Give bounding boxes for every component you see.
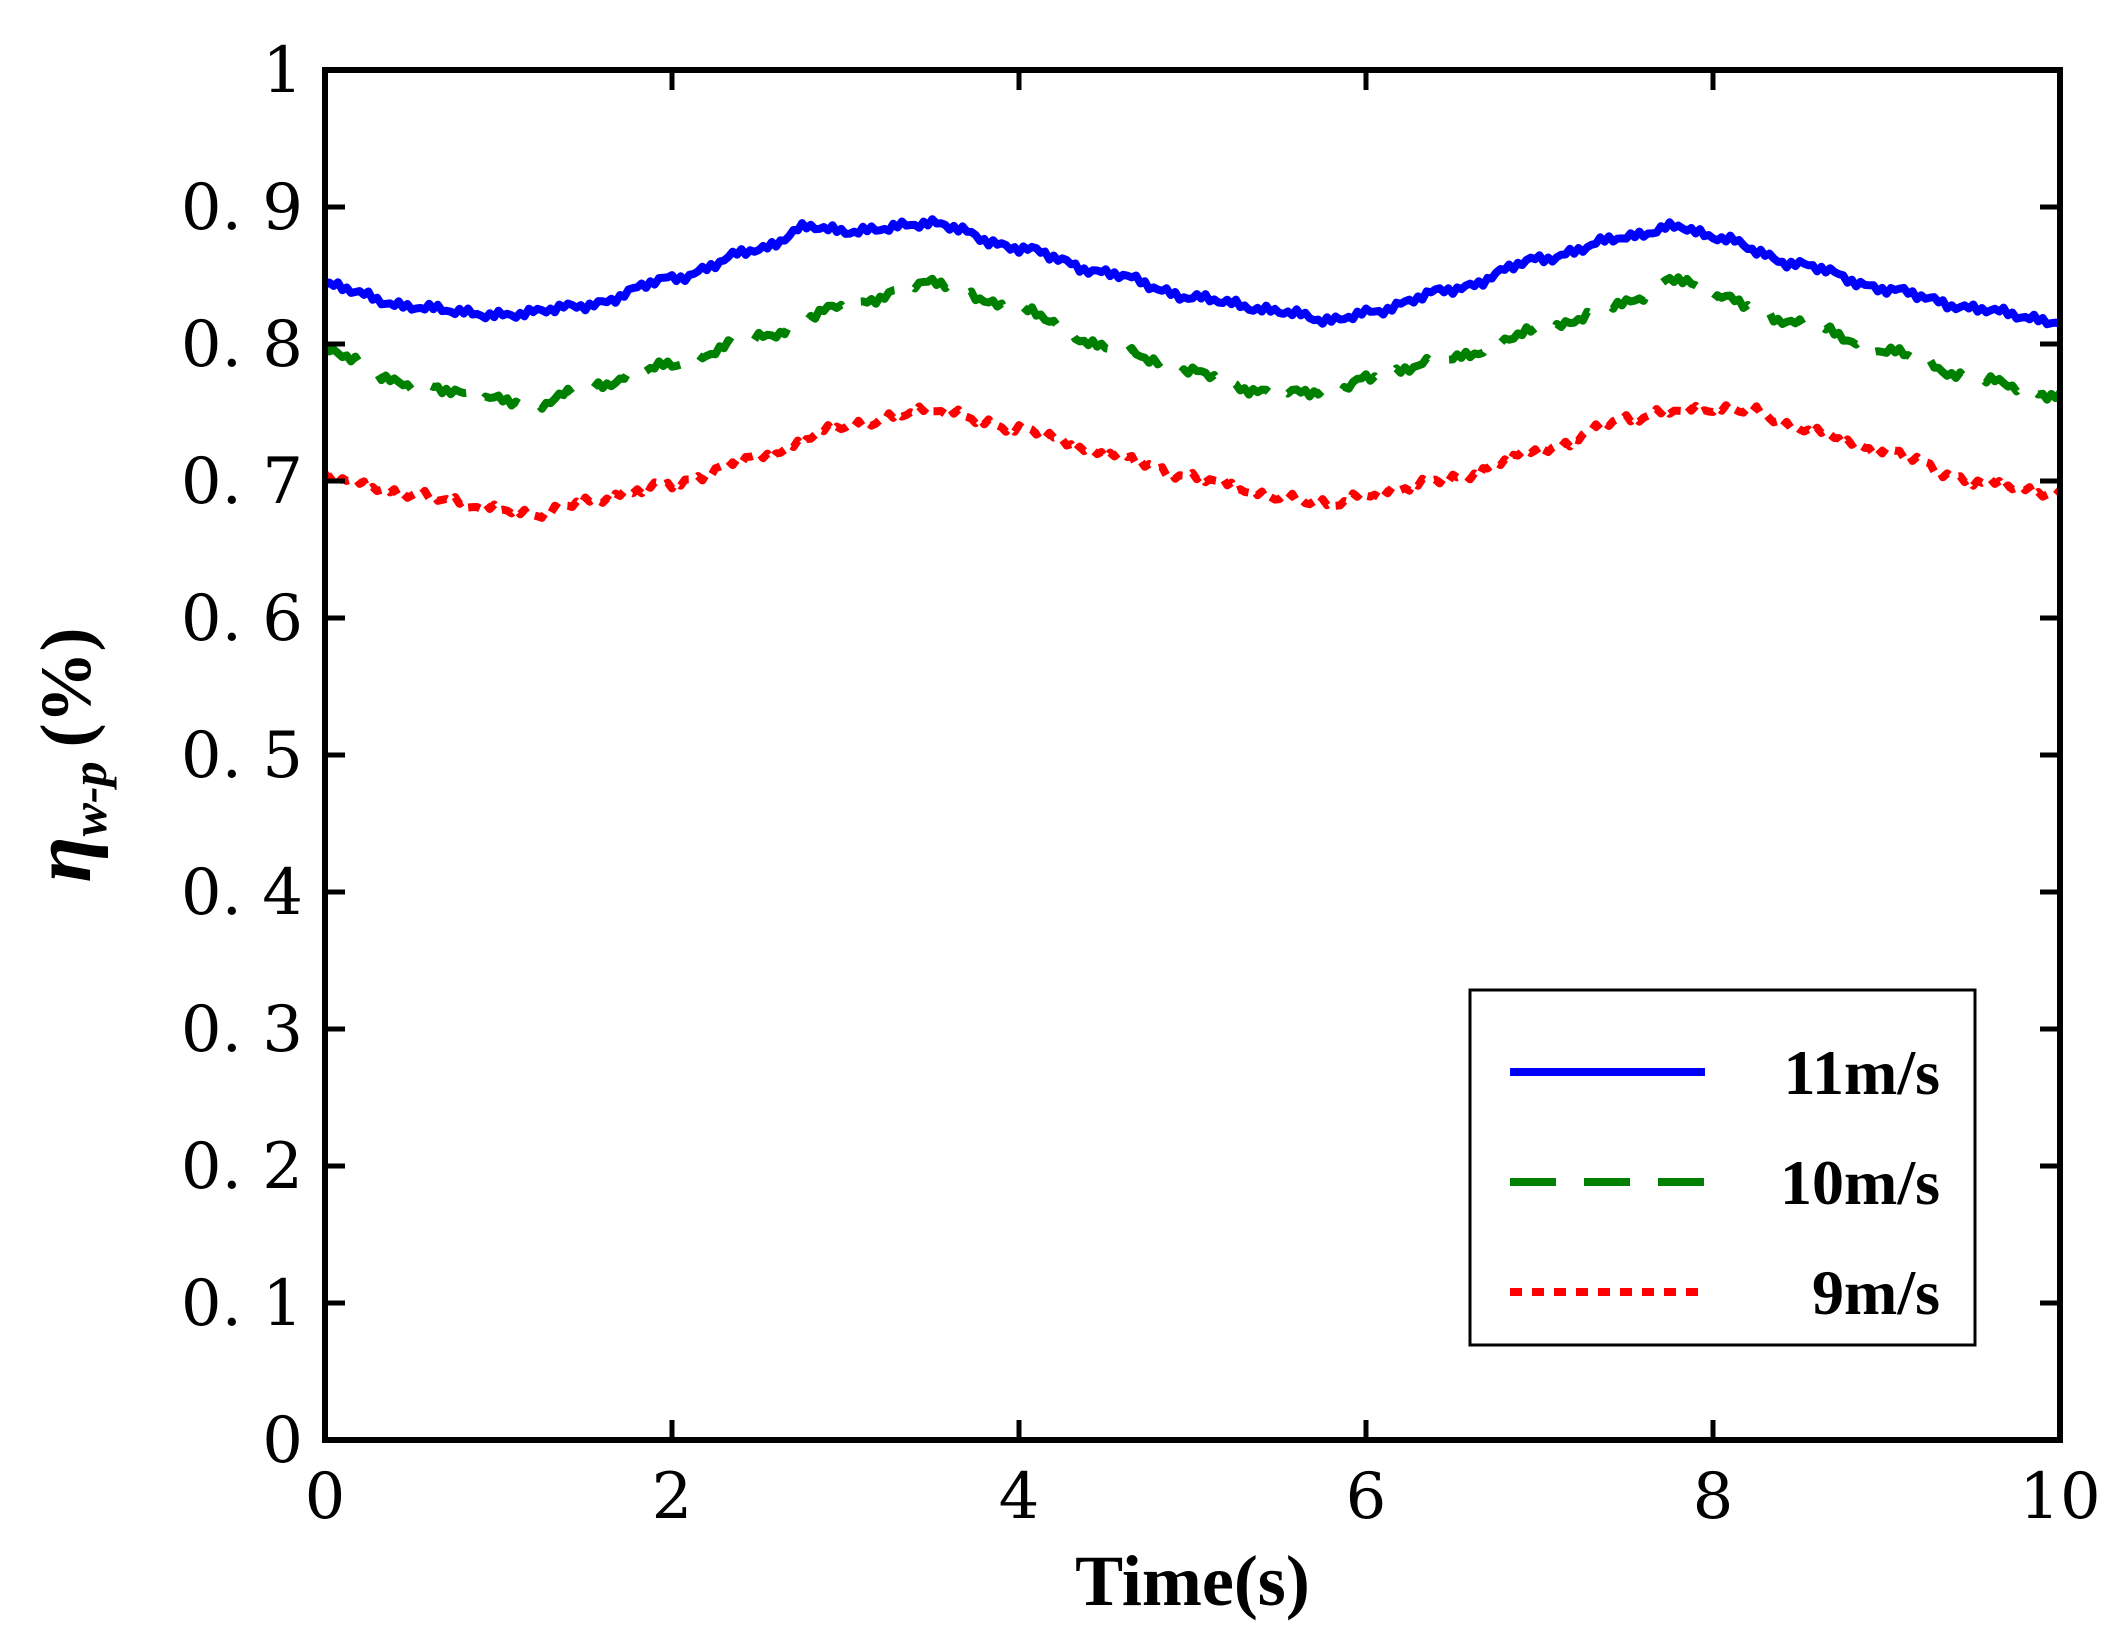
y-tick-label: 0. 9 (181, 171, 303, 245)
legend-label: 9m/s (1812, 1257, 1940, 1328)
y-axis-title: ηw-p (%) (16, 627, 117, 882)
x-tick-label: 8 (1693, 1460, 1734, 1534)
y-tick-label: 0. 1 (181, 1267, 303, 1341)
legend-label: 10m/s (1780, 1147, 1940, 1218)
legend-label: 11m/s (1784, 1037, 1940, 1108)
x-tick-label: 10 (2019, 1460, 2100, 1534)
x-axis-title: Time(s) (1075, 1541, 1310, 1621)
y-tick-label: 0. 6 (181, 582, 303, 656)
legend-box (1468, 988, 1977, 1347)
x-tick-label: 0 (305, 1460, 346, 1534)
y-tick-label: 0 (262, 1404, 303, 1478)
plot-area-frame (322, 67, 2063, 1443)
y-tick-label: 0. 7 (181, 445, 303, 519)
series-line-10m-per-s (321, 273, 2064, 413)
x-tick-label: 6 (1346, 1460, 1387, 1534)
y-tick-label: 0. 4 (181, 856, 303, 930)
x-tick-label: 4 (999, 1460, 1040, 1534)
legend: 11m/s 10m/s 9m/s (1468, 988, 1977, 1347)
y-tick-label: 0. 8 (181, 308, 303, 382)
y-tick-label: 0. 2 (181, 1130, 303, 1204)
series-line-9m-per-s (321, 401, 2063, 522)
series-line-11m-per-s (322, 215, 2062, 329)
x-tick-label: 2 (652, 1460, 693, 1534)
y-tick-label: 0. 3 (181, 993, 303, 1067)
tick-labels-layer: 0 2 4 6 8 10 0 0. 1 0. 2 0. 3 0. 4 0. 5 0. 6 0. 7 0. 8… (181, 34, 2101, 1534)
series-layer (321, 215, 2064, 522)
y-tick-label: 0. 5 (181, 719, 303, 793)
y-tick-label: 1 (262, 34, 303, 108)
y-axis-subscript: w-p (61, 761, 117, 836)
y-axis-symbol: η (16, 836, 109, 882)
y-axis-unit: (%) (26, 627, 106, 747)
